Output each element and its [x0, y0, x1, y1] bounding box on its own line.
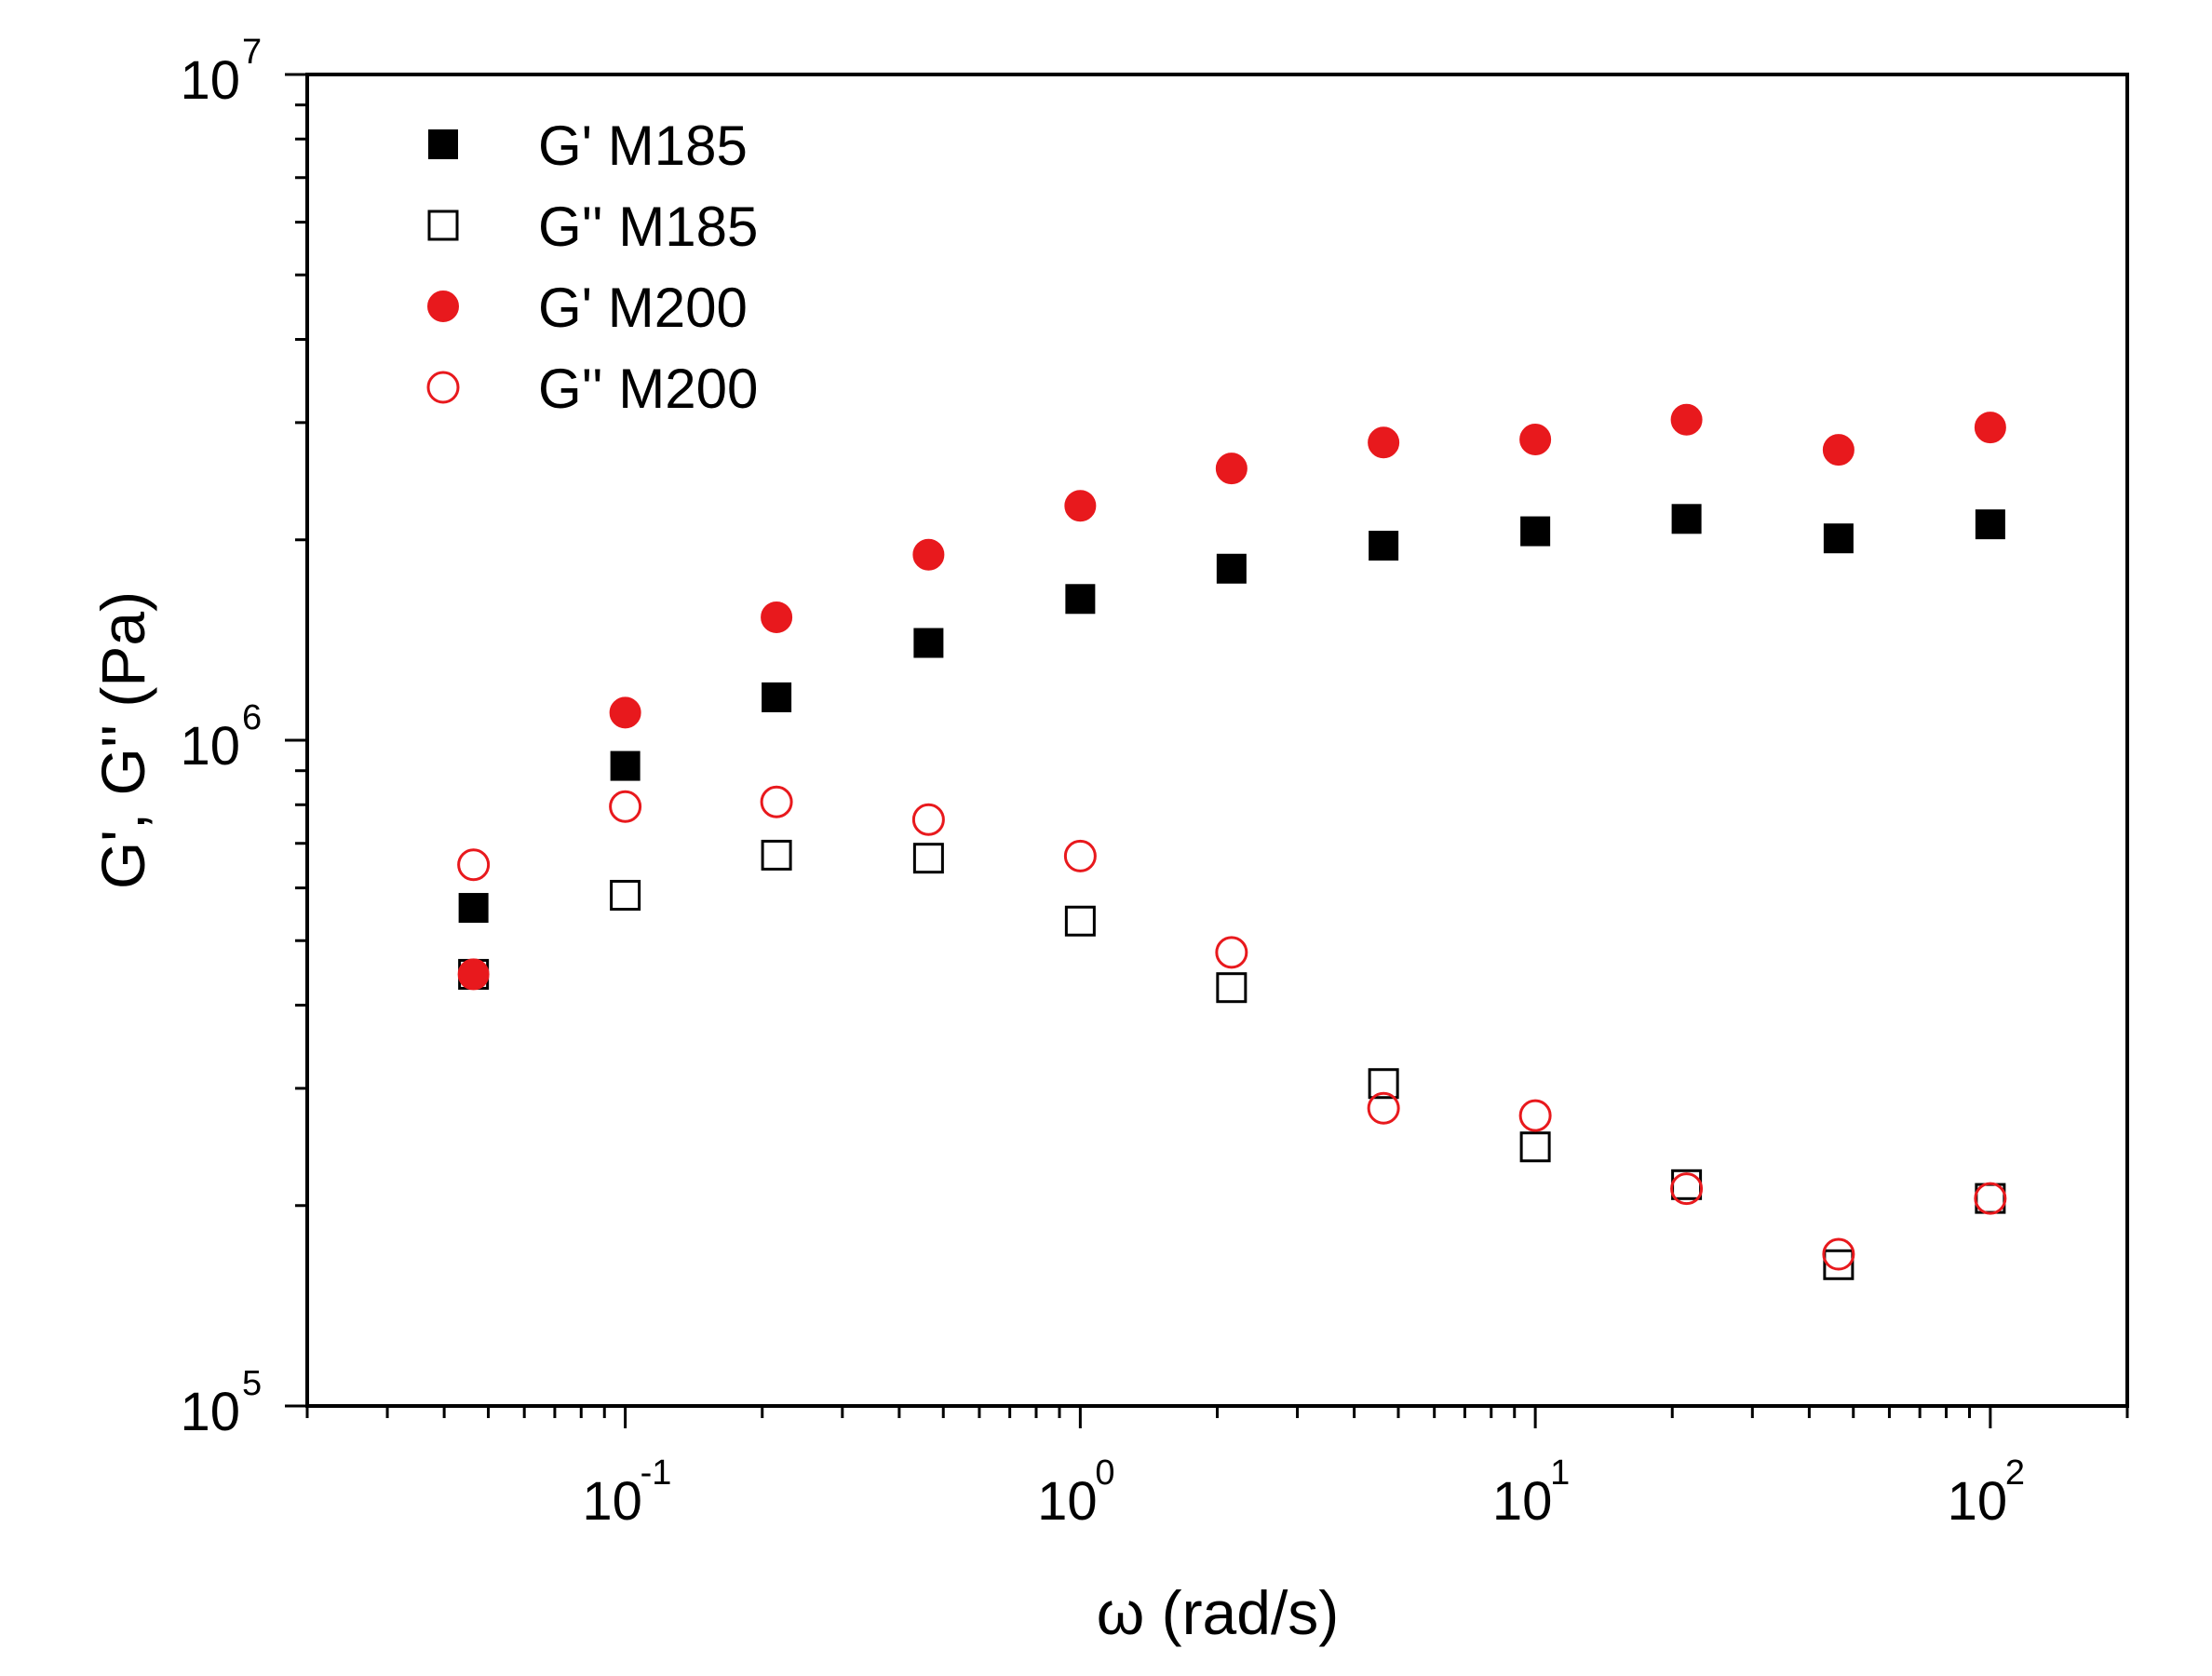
x-tick-exponent: 0 — [1095, 1453, 1114, 1493]
data-point — [1216, 553, 1247, 584]
series-1 — [458, 504, 2005, 924]
data-point — [1670, 403, 1703, 436]
data-point — [458, 893, 489, 924]
data-point — [1368, 1068, 1399, 1100]
data-point — [609, 696, 641, 729]
data-point — [762, 682, 792, 712]
x-tick-exponent: -1 — [641, 1453, 672, 1493]
series-4 — [457, 785, 2007, 1271]
legend-label: G'' M200 — [538, 358, 758, 420]
data-point — [1822, 1237, 1855, 1271]
data-point — [609, 790, 642, 823]
y-axis-ticks — [285, 73, 307, 1408]
data-point — [1519, 1131, 1551, 1163]
data-point — [1671, 504, 1702, 534]
x-axis-tick-labels: 10-1 100 101 102 — [582, 1453, 2025, 1532]
data-point — [761, 839, 792, 871]
y-tick-exponent: 7 — [242, 33, 262, 72]
y-tick-label: 10 — [180, 1382, 240, 1442]
y-tick-label: 10 — [180, 716, 240, 777]
legend-marker — [427, 210, 459, 241]
data-point — [1518, 1099, 1552, 1132]
data-point — [911, 803, 945, 836]
legend-label: G'' M185 — [538, 196, 758, 258]
legend-marker — [427, 291, 459, 322]
x-tick-exponent: 1 — [1550, 1453, 1570, 1493]
data-point — [1063, 839, 1097, 872]
data-point — [760, 785, 793, 818]
data-point — [1369, 531, 1399, 561]
x-axis-title: ω (rad/s) — [1097, 1578, 1340, 1647]
data-point — [1974, 1182, 2007, 1215]
data-point — [457, 848, 491, 882]
legend: G' M185 G'' M185 G' M200 G'' M200 — [426, 115, 758, 420]
data-point — [1215, 453, 1248, 485]
x-tick-label: 10 — [582, 1471, 642, 1532]
data-point — [1064, 490, 1097, 522]
x-tick-label: 10 — [1037, 1471, 1098, 1532]
data-point — [457, 958, 490, 991]
x-tick-label: 10 — [1948, 1471, 2008, 1532]
data-point — [761, 601, 793, 633]
series-3 — [457, 403, 2006, 991]
data-point — [913, 628, 944, 658]
data-point — [1823, 523, 1854, 554]
legend-marker — [426, 371, 460, 404]
legend-marker — [428, 129, 458, 159]
y-tick-label: 10 — [180, 50, 240, 111]
data-point — [1822, 434, 1855, 466]
x-axis-ticks — [305, 1406, 2129, 1428]
series-2 — [458, 839, 2006, 1280]
data-point — [1670, 1172, 1704, 1206]
plot-frame — [305, 73, 2129, 1408]
data-point — [912, 538, 945, 571]
data-point — [1974, 412, 2006, 444]
data-point — [1519, 423, 1552, 455]
data-point — [1064, 905, 1096, 937]
data-point — [1367, 1091, 1400, 1125]
data-point — [610, 750, 641, 781]
x-tick-label: 10 — [1492, 1471, 1553, 1532]
data-points — [457, 403, 2007, 1280]
y-tick-exponent: 6 — [242, 698, 262, 737]
data-point — [1823, 1249, 1855, 1280]
data-point — [1975, 509, 2005, 540]
data-point — [912, 843, 944, 874]
data-point — [1216, 972, 1248, 1004]
data-point — [1215, 936, 1248, 969]
data-point — [1065, 584, 1096, 615]
data-point — [1368, 426, 1400, 459]
data-point — [1520, 516, 1551, 547]
legend-label: G' M200 — [538, 277, 748, 339]
legend-label: G' M185 — [538, 115, 748, 177]
data-point — [610, 879, 641, 911]
x-tick-exponent: 2 — [2005, 1453, 2025, 1493]
y-axis-title: G', G'' (Pa) — [88, 591, 157, 889]
y-tick-exponent: 5 — [242, 1364, 262, 1403]
